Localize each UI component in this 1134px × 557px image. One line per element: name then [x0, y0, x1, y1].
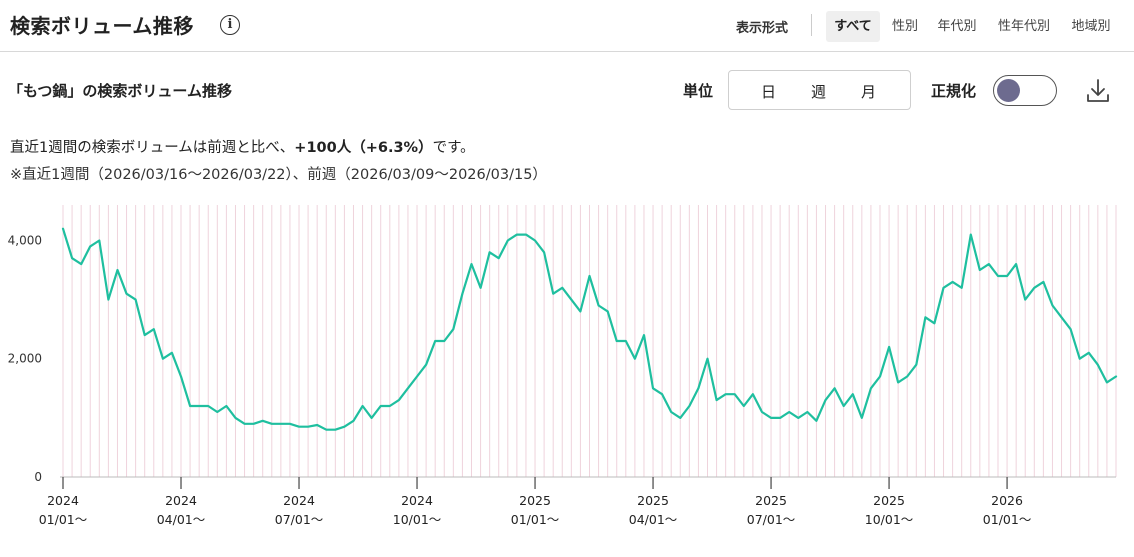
x-tick-date: 10/01〜	[393, 512, 442, 527]
tab-region[interactable]: 地域別	[1071, 19, 1111, 34]
y-tick-label: 2,000	[8, 352, 42, 366]
tab-all[interactable]: すべて	[826, 11, 880, 42]
tab-age[interactable]: 年代別	[937, 19, 977, 34]
y-tick-label: 4,000	[8, 233, 42, 247]
series-line	[61, 227, 1118, 431]
x-tick-year: 2025	[519, 493, 551, 508]
info-icon[interactable]: i	[220, 15, 240, 35]
chart-subtitle: 「もつ鍋」の検索ボリューム推移	[8, 82, 232, 100]
x-tick-year: 2025	[873, 493, 905, 508]
summary-highlight: +100人（+6.3%）	[294, 140, 433, 156]
x-tick-date: 01/01〜	[983, 512, 1032, 527]
summary-text: 直近1週間の検索ボリュームは前週と比べ、+100人（+6.3%）です。	[10, 136, 475, 157]
unit-day-button[interactable]: 日	[761, 83, 777, 101]
tab-gender-age[interactable]: 性年代別	[997, 19, 1050, 34]
toggle-knob	[997, 79, 1020, 102]
summary-prefix: 直近1週間の検索ボリュームは前週と比べ、	[10, 140, 295, 156]
x-tick-year: 2024	[283, 493, 315, 508]
header-bar: 検索ボリューム推移 i 表示形式 すべて 性別 年代別 性年代別 地域別	[0, 0, 1134, 52]
x-tick-year: 2026	[991, 493, 1023, 508]
x-tick-date: 04/01〜	[629, 512, 678, 527]
x-tick-year: 2025	[755, 493, 787, 508]
line-chart: 0 2,000 4,000 2024 01/01〜 2024 04/01〜 2024 07/01…	[8, 205, 1118, 527]
download-icon[interactable]	[1083, 76, 1113, 106]
page-title: 検索ボリューム推移	[10, 14, 194, 38]
x-tick-date: 07/01〜	[275, 512, 324, 527]
normalize-toggle[interactable]	[993, 75, 1057, 106]
divider	[811, 14, 812, 36]
normalize-label: 正規化	[931, 82, 977, 100]
summary-suffix: です。	[432, 140, 475, 156]
unit-month-button[interactable]: 月	[861, 83, 877, 101]
display-format-label: 表示形式	[736, 21, 789, 36]
unit-label: 単位	[683, 82, 714, 100]
x-tick-year: 2025	[637, 493, 669, 508]
x-tick-year: 2024	[165, 493, 197, 508]
x-tick-year: 2024	[47, 493, 79, 508]
x-tick-date: 01/01〜	[39, 512, 88, 527]
unit-week-button[interactable]: 週	[811, 83, 827, 101]
x-tick-date: 07/01〜	[747, 512, 796, 527]
x-tick-date: 01/01〜	[511, 512, 560, 527]
x-tick-year: 2024	[401, 493, 433, 508]
unit-selector: 日 週 月	[728, 70, 911, 110]
x-tick-date: 10/01〜	[865, 512, 914, 527]
tab-gender[interactable]: 性別	[891, 19, 918, 34]
y-tick-label: 0	[34, 470, 42, 484]
period-note: ※直近1週間（2026/03/16〜2026/03/22）、前週（2026/03…	[10, 167, 547, 183]
x-tick-date: 04/01〜	[157, 512, 206, 527]
